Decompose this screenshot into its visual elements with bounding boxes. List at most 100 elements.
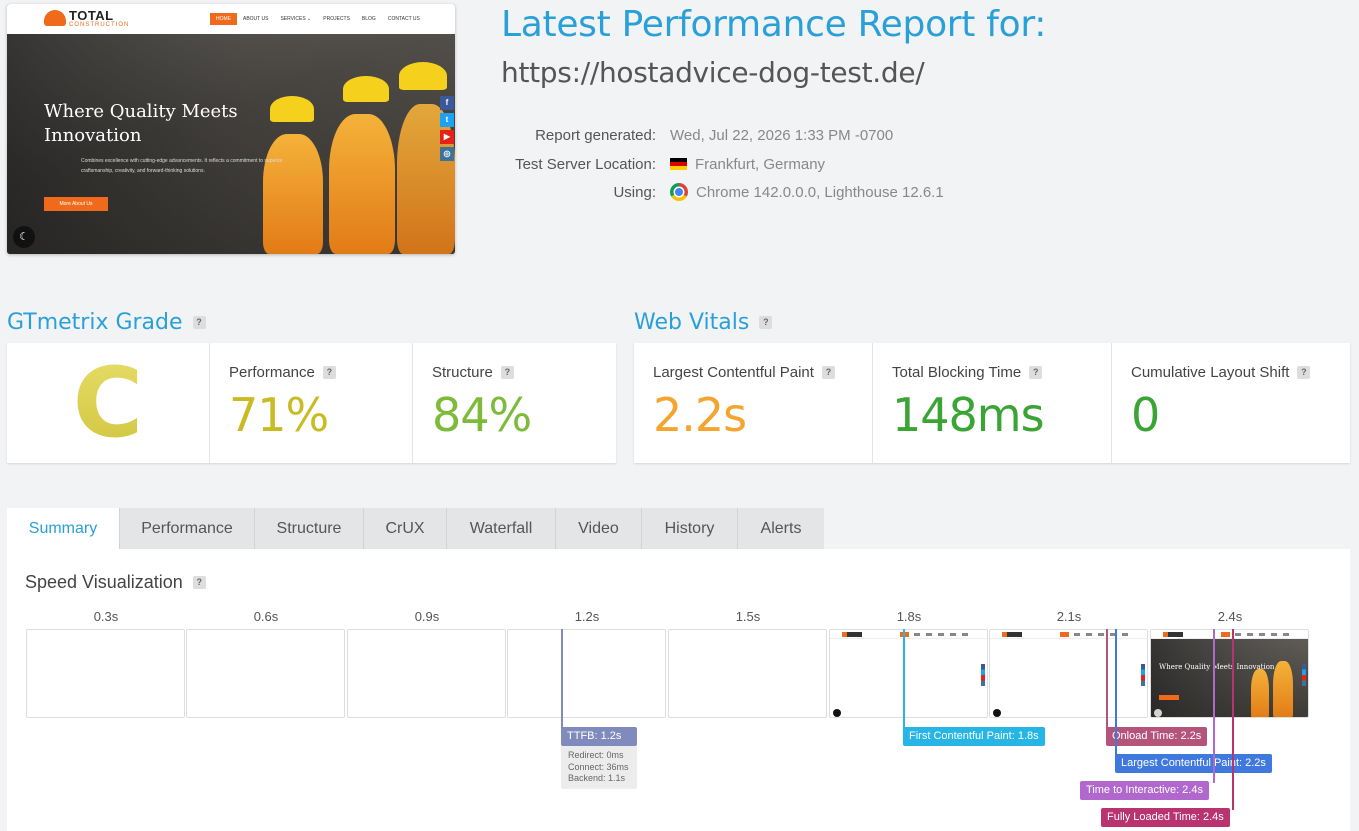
report-url[interactable]: https://hostadvice-dog-test.de/ bbox=[501, 56, 925, 89]
performance-score: 71% bbox=[229, 388, 329, 442]
moon-icon bbox=[993, 709, 1001, 717]
preview-logo-text: TOTAL bbox=[69, 8, 114, 23]
instagram-icon: ◎ bbox=[440, 147, 454, 161]
lcp-label: Largest Contentful Paint bbox=[653, 364, 814, 381]
hero-heading-line-1: Where Quality Meets bbox=[44, 101, 238, 122]
frame-navbar bbox=[830, 630, 987, 639]
website-screenshot[interactable]: TOTAL CONSTRUCTION HOME ABOUT US SERVICE… bbox=[7, 4, 455, 254]
speed-visualization-heading: Speed Visualization bbox=[25, 572, 183, 592]
frame-menu bbox=[1060, 632, 1132, 637]
grade-letter: C bbox=[7, 343, 209, 463]
help-icon[interactable]: ? bbox=[192, 316, 206, 329]
structure-score: 84% bbox=[432, 388, 532, 442]
tab-structure[interactable]: Structure bbox=[255, 508, 364, 549]
ttfb-line bbox=[561, 629, 563, 729]
filmstrip-frame[interactable]: Where Quality Meets Innovation bbox=[1150, 629, 1309, 718]
preview-cta-button: More About Us bbox=[44, 197, 108, 211]
report-title: Latest Performance Report for: bbox=[501, 4, 1047, 45]
preview-menu-item: BLOG bbox=[361, 16, 376, 22]
chrome-icon bbox=[670, 183, 688, 201]
worker-figure bbox=[1273, 661, 1293, 717]
tab-alerts[interactable]: Alerts bbox=[738, 508, 824, 549]
frame-navbar bbox=[1151, 630, 1308, 639]
frame-social-bar bbox=[1302, 664, 1306, 686]
filmstrip-frame[interactable] bbox=[186, 629, 345, 718]
preview-hero-text: Combines excellence with cutting-edge ad… bbox=[81, 158, 283, 174]
web-vitals-title: Web Vitals ? bbox=[634, 310, 773, 335]
filmstrip-frame[interactable] bbox=[668, 629, 827, 718]
tab-waterfall[interactable]: Waterfall bbox=[447, 508, 556, 549]
hardhat-icon bbox=[399, 62, 447, 90]
report-generated-row: Report generated: Wed, Jul 22, 2026 1:33… bbox=[490, 124, 1190, 146]
fcp-marker[interactable]: First Contentful Paint: 1.8s bbox=[903, 727, 1045, 746]
frame-hero: Where Quality Meets Innovation bbox=[1151, 639, 1308, 717]
tab-performance[interactable]: Performance bbox=[120, 508, 255, 549]
logo-helmet-icon bbox=[44, 10, 66, 26]
help-icon[interactable]: ? bbox=[1297, 366, 1311, 379]
ttfb-connect: Connect: 36ms bbox=[568, 761, 629, 772]
lcp-marker[interactable]: Largest Contentful Paint: 2.2s bbox=[1115, 754, 1272, 773]
ttfb-backend: Backend: 1.1s bbox=[568, 773, 626, 783]
tab-video[interactable]: Video bbox=[556, 508, 642, 549]
filmstrip-frame[interactable] bbox=[989, 629, 1148, 718]
lcp-line bbox=[1115, 629, 1117, 756]
gtmetrix-grade-heading: GTmetrix Grade bbox=[7, 310, 183, 335]
frame-menu bbox=[1221, 632, 1293, 637]
web-vitals-card: Largest Contentful Paint ? 2.2s Total Bl… bbox=[634, 343, 1350, 463]
filmstrip-frame[interactable] bbox=[829, 629, 988, 718]
hardhat-icon bbox=[270, 96, 314, 122]
timeline-tick-label: 0.9s bbox=[414, 609, 440, 624]
help-icon[interactable]: ? bbox=[759, 316, 773, 329]
ttfb-marker[interactable]: TTFB: 1.2s bbox=[561, 727, 637, 746]
frame-menu bbox=[900, 632, 972, 637]
tti-marker[interactable]: Time to Interactive: 2.4s bbox=[1080, 781, 1209, 800]
timeline-tick-label: 1.5s bbox=[735, 609, 761, 624]
frame-social-bar bbox=[981, 664, 985, 686]
cls-value: 0 bbox=[1131, 388, 1160, 442]
germany-flag-icon bbox=[670, 158, 687, 170]
hero-heading-line-2: Innovation bbox=[44, 125, 142, 146]
preview-logo-subtext: CONSTRUCTION bbox=[69, 22, 130, 28]
help-icon[interactable]: ? bbox=[1029, 366, 1043, 379]
moon-icon bbox=[1154, 709, 1162, 717]
onload-marker[interactable]: Onload Time: 2.2s bbox=[1106, 727, 1208, 746]
tbt-value: 148ms bbox=[892, 388, 1045, 442]
timeline-tick-label: 0.6s bbox=[253, 609, 279, 624]
youtube-icon: ▶ bbox=[440, 130, 454, 144]
help-icon[interactable]: ? bbox=[192, 576, 206, 589]
tbt-label: Total Blocking Time bbox=[892, 364, 1022, 381]
browser-row: Using: Chrome 142.0.0.0, Lighthouse 12.6… bbox=[490, 181, 1190, 203]
filmstrip-frame[interactable] bbox=[507, 629, 666, 718]
frame-logo bbox=[1002, 632, 1022, 637]
tab-summary[interactable]: Summary bbox=[7, 508, 120, 549]
preview-hero: Where Quality Meets Innovation Combines … bbox=[7, 34, 455, 254]
speed-visualization-title: Speed Visualization ? bbox=[25, 572, 206, 593]
filmstrip-frame[interactable] bbox=[26, 629, 185, 718]
worker-figure bbox=[397, 104, 455, 254]
timeline-tick-label: 1.2s bbox=[574, 609, 600, 624]
frame-navbar bbox=[990, 630, 1147, 639]
lcp-value: 2.2s bbox=[653, 388, 747, 442]
server-location-value: Frankfurt, Germany bbox=[695, 155, 826, 173]
gtmetrix-grade-card: C Performance ? 71% Structure ? 84% bbox=[7, 343, 616, 463]
help-icon[interactable]: ? bbox=[322, 366, 336, 379]
fully-loaded-line bbox=[1232, 629, 1234, 810]
preview-menu-item: CONTACT US bbox=[387, 16, 420, 22]
timeline-tick-label: 2.4s bbox=[1217, 609, 1243, 624]
tab-crux[interactable]: CrUX bbox=[364, 508, 447, 549]
report-generated-label: Report generated: bbox=[535, 126, 656, 144]
report-tabs: Summary Performance Structure CrUX Water… bbox=[7, 508, 824, 549]
fully-loaded-marker[interactable]: Fully Loaded Time: 2.4s bbox=[1101, 808, 1230, 827]
help-icon[interactable]: ? bbox=[500, 366, 514, 379]
tab-history[interactable]: History bbox=[642, 508, 738, 549]
report-generated-value: Wed, Jul 22, 2026 1:33 PM -0700 bbox=[670, 126, 894, 144]
frame-hero-title: Where Quality Meets Innovation bbox=[1159, 663, 1275, 671]
frame-cta bbox=[1159, 695, 1179, 700]
structure-label: Structure bbox=[432, 364, 493, 381]
filmstrip-frame[interactable] bbox=[347, 629, 506, 718]
lcp-cell: Largest Contentful Paint ? 2.2s bbox=[634, 343, 873, 463]
cls-cell: Cumulative Layout Shift ? 0 bbox=[1112, 343, 1350, 463]
help-icon[interactable]: ? bbox=[821, 366, 835, 379]
web-vitals-heading: Web Vitals bbox=[634, 310, 750, 335]
tbt-cell: Total Blocking Time ? 148ms bbox=[873, 343, 1112, 463]
